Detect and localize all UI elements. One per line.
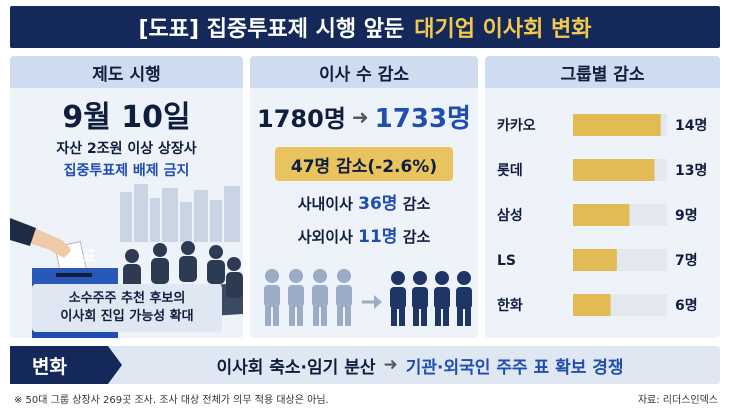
bar-category-label: LS xyxy=(497,253,516,269)
inside-directors-line: 사내이사 36명 감소 xyxy=(250,189,478,214)
panel-system-heading: 제도 시행 xyxy=(10,56,243,88)
change-message-right: 기관·외국인 주주 표 확보 경쟁 xyxy=(405,357,624,378)
source-credit: 자료: 리더스인덱스 xyxy=(637,395,718,406)
panel-directors: 이사 수 감소 1780명 ➜ 1733명 47명 감소(-2.6%) 사내이사… xyxy=(250,56,478,338)
bar xyxy=(573,159,655,181)
inside-directors-suffix: 감소 xyxy=(402,195,431,213)
ballot-box-label: 투표 xyxy=(68,246,96,265)
decrease-badge: 47명 감소(-2.6%) xyxy=(275,147,453,181)
target-companies: 자산 2조원 이상 상장사 xyxy=(56,141,197,157)
bar-value-label: 6명 xyxy=(675,297,698,314)
panel-system: 제도 시행 9월 10일 자산 2조원 이상 상장사 집중투표제 배제 금지 투… xyxy=(10,56,243,338)
bar-value-label: 14명 xyxy=(675,117,707,134)
bar-value-label: 7명 xyxy=(675,252,698,269)
outside-directors-suffix: 감소 xyxy=(402,228,431,246)
panel-directors-heading: 이사 수 감소 xyxy=(250,56,478,88)
bar xyxy=(573,294,611,316)
impact-note-line1: 소수주주 추천 후보의 xyxy=(68,291,186,306)
change-tag: 변화 xyxy=(32,355,67,378)
bar-category-label: 롯데 xyxy=(497,163,523,179)
bar-category-label: 삼성 xyxy=(497,208,523,224)
change-banner: 변화 이사회 축소·임기 분산 ➜ 기관·외국인 주주 표 확보 경쟁 xyxy=(10,346,720,384)
inside-directors-label: 사내이사 xyxy=(297,195,353,213)
inside-directors-num: 36명 xyxy=(358,194,398,214)
outside-directors-line: 사외이사 11명 감소 xyxy=(250,222,478,247)
rule-text: 집중투표제 배제 금지 xyxy=(63,163,190,179)
outside-directors-label: 사외이사 xyxy=(297,228,353,246)
page-title-highlight: 대기업 이사회 변화 xyxy=(414,17,592,42)
bar xyxy=(573,204,630,226)
impact-note-line2: 이사회 진입 가능성 확대 xyxy=(60,309,194,324)
bar-value-label: 13명 xyxy=(675,162,707,179)
director-counts: 1780명 ➜ 1733명 xyxy=(250,98,478,135)
bar xyxy=(573,114,661,136)
bar-category-label: 카카오 xyxy=(497,118,536,134)
arrow-right-icon: ➜ xyxy=(383,355,398,375)
bar xyxy=(573,249,617,271)
change-message: 이사회 축소·임기 분산 ➜ 기관·외국인 주주 표 확보 경쟁 xyxy=(130,346,710,384)
impact-note: 소수주주 추천 후보의 이사회 진입 가능성 확대 xyxy=(32,284,222,332)
change-message-left: 이사회 축소·임기 분산 xyxy=(216,357,376,378)
count-after: 1733명 xyxy=(374,104,471,134)
count-before: 1780명 xyxy=(257,105,346,133)
change-tag-shape xyxy=(10,346,122,384)
outside-directors-num: 11명 xyxy=(358,227,398,247)
page-title: [도표] 집중투표제 시행 앞둔 xyxy=(138,17,405,42)
title-bar: [도표] 집중투표제 시행 앞둔 대기업 이사회 변화 xyxy=(10,6,720,48)
chart-title: 그룹별 감소 xyxy=(485,56,720,88)
arrow-right-icon: ➜ xyxy=(351,104,369,129)
bar-value-label: 9명 xyxy=(675,207,698,224)
footnote: ※ 50대 그룹 상장사 269곳 조사. 조사 대상 전체가 의무 적용 대상… xyxy=(14,395,329,406)
bar-category-label: 한화 xyxy=(497,298,523,314)
people-icon-group xyxy=(264,269,472,326)
effective-date: 9월 10일 xyxy=(62,100,191,135)
